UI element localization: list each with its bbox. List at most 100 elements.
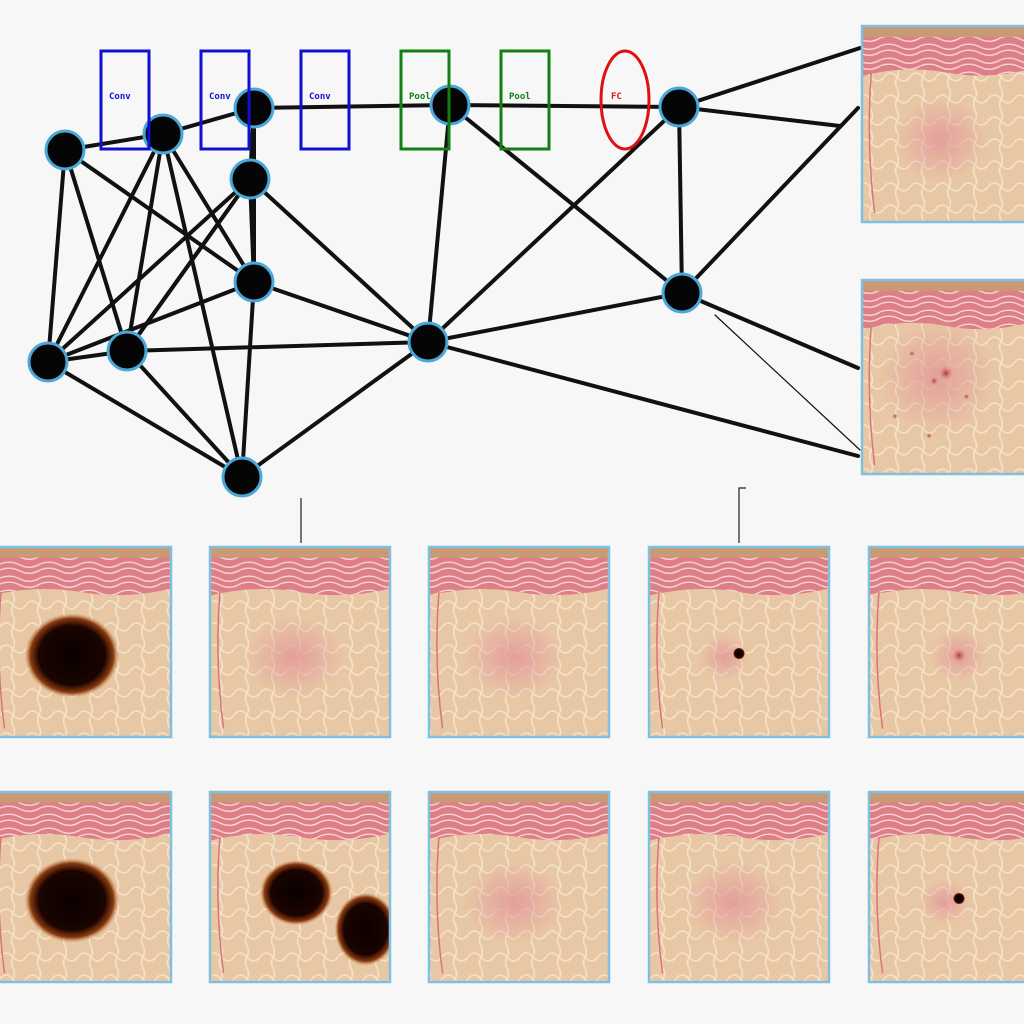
network-node: [658, 86, 700, 128]
network-edge: [426, 105, 681, 344]
network-edge: [448, 103, 684, 295]
network-edge: [46, 132, 165, 364]
network-edge: [714, 314, 861, 451]
network-edge: [125, 177, 252, 353]
layer-label-text: Conv: [309, 92, 331, 102]
network-edge: [240, 340, 430, 479]
network-edge: [426, 103, 452, 344]
network-edges: [46, 46, 862, 543]
connector-line: [738, 487, 746, 543]
lesion: [24, 613, 120, 698]
layer-label-text: Conv: [209, 92, 231, 102]
panel-frame: [647, 790, 831, 984]
grid-row2-panel-1: [0, 791, 172, 983]
layer-box: [499, 49, 551, 151]
network-node: [233, 261, 275, 303]
network-node: [661, 272, 703, 314]
network-edge: [125, 132, 165, 353]
network-edge: [252, 103, 452, 110]
network-edge: [46, 360, 244, 479]
network-edge: [161, 132, 256, 284]
fc-ellipse: [599, 49, 651, 151]
network-edge: [426, 340, 860, 458]
network-edge: [677, 105, 842, 128]
network-edge: [125, 349, 244, 479]
panel-frame: [0, 545, 173, 739]
lesion: [893, 96, 989, 184]
grid-row2-panel-5: [868, 791, 1024, 983]
layer-box: [399, 49, 451, 151]
network-edge: [248, 177, 430, 344]
network-nodes: [27, 84, 703, 498]
grid-row2-panel-4: [648, 791, 830, 983]
layer-box: [99, 49, 151, 151]
layer-box: [199, 49, 251, 151]
lesion: [952, 648, 966, 663]
layer-label-text: FC: [611, 92, 622, 102]
grid-row1-panel-5: [868, 546, 1024, 738]
network-edge: [46, 148, 67, 364]
network-edge: [63, 148, 256, 284]
network-node: [229, 158, 271, 200]
panel-frame: [860, 24, 1024, 224]
network-node: [27, 341, 69, 383]
layer-label-conv2: Conv: [199, 49, 251, 151]
network-edge: [240, 280, 256, 479]
network-node: [233, 87, 275, 129]
network-edge: [46, 177, 252, 364]
lesion: [682, 860, 785, 945]
network-edge: [448, 103, 681, 109]
layer-labels: Conv Conv Conv Pool Pool FC: [99, 49, 651, 151]
lesion: [733, 647, 745, 660]
lesion: [953, 892, 965, 905]
network-edge: [161, 132, 244, 479]
network-node: [142, 113, 184, 155]
lesion: [24, 858, 120, 943]
skin-sample-panels: [0, 24, 1024, 984]
network-edge: [680, 291, 860, 370]
grid-row1-panel-4: [648, 546, 830, 738]
layer-label-pool2: Pool: [499, 49, 551, 151]
panel-frame: [647, 545, 831, 739]
layer-label-conv3: Conv: [299, 49, 351, 151]
lesion: [259, 860, 333, 926]
panel-frame: [208, 545, 392, 739]
panel-frame: [0, 790, 173, 984]
network-edge: [125, 340, 430, 353]
network-edge: [426, 291, 684, 344]
lesion: [878, 318, 997, 436]
panel-frame: [427, 790, 611, 984]
network-edge: [46, 280, 256, 364]
side-panel-1: [861, 25, 1024, 223]
network-edge: [252, 280, 430, 344]
network-edge: [677, 46, 862, 109]
network-node: [44, 129, 86, 171]
lesion: [462, 860, 565, 945]
network-edge: [63, 148, 129, 353]
network-edge: [680, 106, 860, 295]
grid-row1-panel-1: [0, 546, 172, 738]
network-edge: [677, 105, 684, 295]
layer-label-text: Pool: [409, 92, 431, 102]
layer-label-text: Pool: [509, 92, 531, 102]
lesion: [334, 892, 391, 966]
panel-frame: [867, 790, 1024, 984]
network-node: [407, 321, 449, 363]
grid-row2-panel-3: [428, 791, 610, 983]
panel-frame: [867, 545, 1024, 739]
layer-label-text: Conv: [109, 92, 131, 102]
network-node: [221, 456, 263, 498]
layer-label-conv1: Conv: [99, 49, 151, 151]
network-node: [106, 330, 148, 372]
lesion: [243, 615, 346, 700]
panel-frame: [208, 790, 392, 984]
lesion: [462, 615, 565, 700]
side-panel-2: [861, 279, 1024, 475]
layer-label-fc: FC: [599, 49, 651, 151]
panel-frame: [860, 278, 1024, 476]
grid-row1-panel-3: [428, 546, 610, 738]
layer-label-pool1: Pool: [399, 49, 451, 151]
grid-row2-panel-2: [209, 791, 391, 983]
layer-box: [299, 49, 351, 151]
